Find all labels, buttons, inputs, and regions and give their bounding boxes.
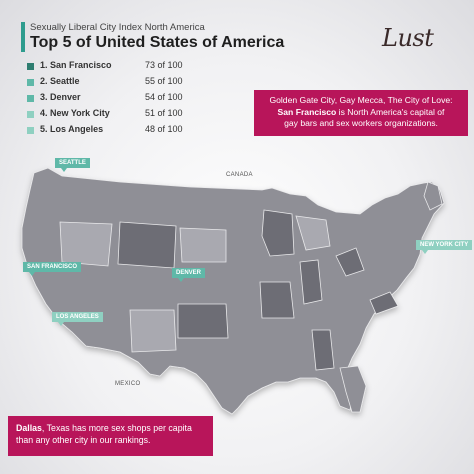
ranking-color-swatch [27, 95, 34, 102]
pin-los-angeles[interactable]: LOS ANGELES [52, 312, 103, 326]
dallas-callout: Dallas, Texas has more sex shops per cap… [8, 416, 213, 456]
ranking-color-swatch [27, 79, 34, 86]
ranking-city: 1. San Francisco [40, 60, 112, 70]
ranking-city: 3. Denver [40, 92, 81, 102]
ranking-item: 2. Seattle 55 of 100 [27, 76, 197, 92]
ranking-city: 2. Seattle [40, 76, 80, 86]
ranking-list: 1. San Francisco 73 of 100 2. Seattle 55… [27, 60, 197, 140]
state-shape [295, 215, 331, 251]
state-shape [59, 221, 113, 267]
title-accent-bar [21, 22, 25, 52]
state-shape [261, 209, 295, 257]
page-title: Top 5 of United States of America [30, 34, 285, 51]
pin-label: LOS ANGELES [56, 314, 99, 320]
ranking-score: 55 of 100 [145, 76, 183, 86]
ranking-score: 48 of 100 [145, 124, 183, 134]
ranking-color-swatch [27, 111, 34, 118]
ranking-score: 54 of 100 [145, 92, 183, 102]
pin-denver[interactable]: DENVER [172, 268, 206, 282]
state-shape [311, 329, 335, 371]
mexico-label: MEXICO [115, 381, 141, 387]
canada-label: CANADA [226, 172, 253, 178]
page-subtitle: Sexually Liberal City Index North Americ… [30, 22, 205, 33]
pin-new-york-city[interactable]: NEW YORK CITY [416, 240, 473, 254]
pin-label: DENVER [176, 270, 202, 276]
state-shape [129, 309, 177, 353]
state-shape [339, 365, 367, 413]
state-shape [423, 181, 443, 211]
pin-label: SEATTLE [59, 160, 86, 166]
san-francisco-callout: Golden Gate City, Gay Mecca, The City of… [254, 90, 468, 136]
state-shape [369, 291, 399, 315]
ranking-score: 51 of 100 [145, 108, 183, 118]
ranking-item: 3. Denver 54 of 100 [27, 92, 197, 108]
ranking-item: 5. Los Angeles 48 of 100 [27, 124, 197, 140]
ranking-color-swatch [27, 127, 34, 134]
ranking-city: 4. New York City [40, 108, 110, 118]
state-shape [335, 247, 365, 277]
state-shape [117, 221, 177, 269]
ranking-city: 5. Los Angeles [40, 124, 104, 134]
us-mainland-shape [21, 167, 445, 415]
ranking-item: 4. New York City 51 of 100 [27, 108, 197, 124]
callout-line: gay bars and sex workers organizations. [284, 118, 438, 128]
pin-label: SAN FRANCISCO [27, 264, 78, 270]
pin-san-francisco[interactable]: SAN FRANCISCO [23, 262, 82, 276]
ranking-color-swatch [27, 63, 34, 70]
ranking-item: 1. San Francisco 73 of 100 [27, 60, 197, 76]
state-shape [259, 281, 295, 319]
state-shape [177, 303, 229, 339]
callout-highlight: San Francisco [277, 106, 337, 117]
brand-logo: Lust [382, 24, 434, 52]
callout-highlight: Dallas [16, 423, 42, 433]
callout-line: is North America's capital of [336, 106, 445, 117]
callout-text: , Texas has more sex shops per capita th… [16, 423, 192, 445]
pin-seattle[interactable]: SEATTLE [55, 158, 90, 172]
callout-line: Golden Gate City, Gay Mecca, The City of… [269, 95, 453, 105]
state-shape [179, 227, 227, 263]
pin-label: NEW YORK CITY [420, 242, 469, 248]
state-shape [299, 259, 323, 305]
ranking-score: 73 of 100 [145, 60, 183, 70]
